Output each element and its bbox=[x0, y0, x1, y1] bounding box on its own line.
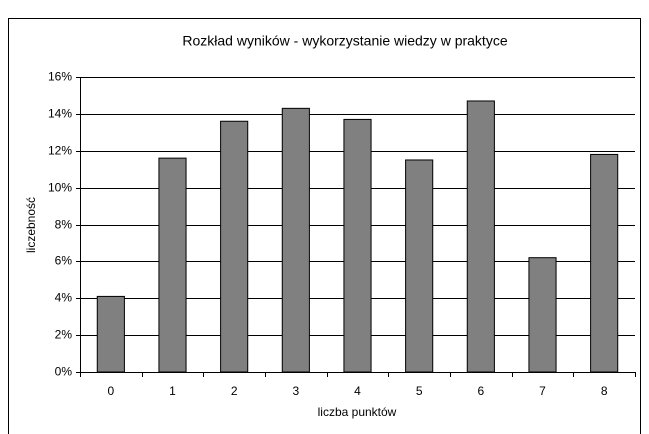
bar bbox=[528, 257, 557, 373]
bar bbox=[281, 107, 310, 373]
x-tick-label: 1 bbox=[169, 384, 176, 398]
bar bbox=[590, 153, 619, 373]
y-tick-label: 8% bbox=[55, 218, 73, 232]
y-tick-label: 14% bbox=[48, 107, 72, 121]
bar bbox=[466, 100, 495, 373]
y-tick-label: 16% bbox=[48, 70, 72, 84]
y-tick-label: 0% bbox=[55, 365, 73, 379]
x-tick-label: 3 bbox=[292, 384, 299, 398]
x-tick-label: 2 bbox=[231, 384, 238, 398]
y-axis-label: liczebność bbox=[24, 197, 38, 253]
chart-title: Rozkład wyników - wykorzystanie wiedzy w… bbox=[182, 33, 507, 49]
x-tick-label: 5 bbox=[416, 384, 423, 398]
x-tick-label: 4 bbox=[354, 384, 361, 398]
bar bbox=[96, 295, 125, 373]
x-axis-label: liczba punktów bbox=[318, 405, 397, 419]
x-tick-label: 0 bbox=[107, 384, 114, 398]
y-tick-label: 12% bbox=[48, 144, 72, 158]
y-tick-label: 2% bbox=[55, 328, 73, 342]
x-tick-label: 6 bbox=[477, 384, 484, 398]
bar bbox=[220, 120, 249, 373]
y-tick-label: 6% bbox=[55, 254, 73, 268]
bar bbox=[405, 159, 434, 373]
x-tick-label: 8 bbox=[601, 384, 608, 398]
bar bbox=[158, 157, 187, 373]
x-tick-label: 7 bbox=[539, 384, 546, 398]
bar bbox=[343, 118, 372, 373]
y-tick-label: 4% bbox=[55, 291, 73, 305]
frame bbox=[8, 18, 641, 434]
y-tick-label: 10% bbox=[48, 181, 72, 195]
